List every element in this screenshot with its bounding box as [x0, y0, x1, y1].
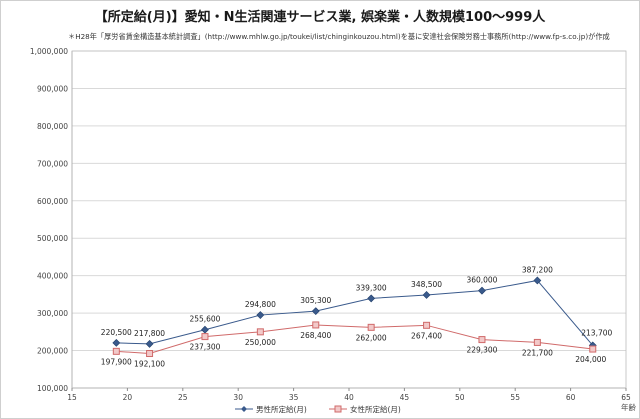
male-data-label: 360,000 [466, 276, 497, 285]
female-data-point [423, 321, 431, 329]
x-tick-label: 25 [178, 393, 188, 402]
y-tick-label: 500,000 [37, 234, 68, 243]
x-tick-label: 35 [289, 393, 299, 402]
y-tick-label: 800,000 [37, 122, 68, 131]
female-data-label: 267,400 [411, 331, 442, 340]
y-tick-label: 400,000 [37, 272, 68, 281]
male-data-label: 220,500 [101, 328, 132, 337]
female-data-point [312, 321, 320, 329]
male-data-point [478, 286, 486, 295]
axes: 100,000 200,000 300,000 400,000 500,000 600,0… [30, 47, 637, 412]
series-layer [112, 276, 597, 358]
legend-male-marker [241, 406, 247, 412]
legend-female-marker [334, 405, 342, 413]
male-series-line [116, 279, 594, 346]
male-data-label: 387,200 [522, 265, 553, 274]
female-series-line [116, 324, 593, 355]
female-data-point [256, 328, 264, 336]
female-data-point [589, 345, 597, 353]
legend: 男性所定給(月) 女性所定給(月) [235, 404, 401, 414]
male-data-point [422, 291, 431, 299]
grid-lines [72, 50, 626, 352]
female-data-point [367, 323, 375, 331]
legend-male-label: 男性所定給(月) [256, 404, 307, 414]
y-tick-label: 600,000 [37, 197, 68, 206]
y-tick-label: 100,000 [37, 384, 68, 393]
female-data-label: 197,900 [101, 357, 132, 366]
chart-title: 【所定給(月)】愛知・N生活関連サービス業, 娯楽業・人数規模100～999人 [94, 10, 546, 25]
female-data-label: 192,100 [134, 360, 165, 369]
female-data-point [478, 336, 486, 344]
female-data-label: 221,700 [522, 348, 553, 357]
male-data-point [311, 307, 320, 316]
x-tick-label: 15 [67, 393, 77, 402]
x-tick-label: 45 [400, 393, 410, 402]
female-data-label: 204,000 [575, 355, 606, 364]
female-data-point [533, 338, 541, 346]
male-data-point [533, 276, 542, 285]
chart-subtitle: ＊H28年「厚労省賃金構造基本統計調査」(http://www.mhlw.go.… [68, 32, 610, 41]
y-tick-label: 200,000 [37, 347, 68, 356]
male-data-label: 255,600 [189, 315, 220, 324]
male-data-point [256, 311, 265, 319]
male-data-point [112, 338, 121, 347]
female-data-label: 237,300 [189, 343, 220, 352]
x-tick-label: 40 [344, 393, 354, 402]
female-data-label: 229,300 [466, 346, 497, 355]
female-data-point [146, 350, 154, 358]
male-data-label: 217,800 [134, 329, 165, 338]
female-data-label: 262,000 [356, 333, 387, 342]
female-data-point [201, 333, 209, 341]
male-data-label: 348,500 [411, 280, 442, 289]
x-tick-label: 65 [621, 393, 631, 402]
y-tick-label: 900,000 [37, 84, 68, 93]
male-data-label: 305,300 [300, 296, 331, 305]
legend-female-label: 女性所定給(月) [350, 404, 401, 414]
male-data-label: 294,800 [245, 300, 276, 309]
x-tick-label: 55 [510, 393, 520, 402]
x-tick-label: 50 [455, 393, 465, 402]
x-tick-label: 30 [233, 393, 243, 402]
y-tick-label: 700,000 [37, 159, 68, 168]
male-data-point [201, 325, 209, 334]
male-data-point [145, 339, 154, 348]
male-data-label: 213,700 [581, 328, 612, 337]
male-data-label: 339,300 [356, 283, 387, 292]
x-axis-label: 年齢 [621, 402, 636, 412]
female-data-point [112, 347, 120, 355]
y-tick-label: 1,000,000 [30, 47, 68, 56]
female-data-label: 250,000 [245, 338, 276, 347]
y-tick-label: 300,000 [37, 309, 68, 318]
female-data-label: 268,400 [300, 331, 331, 340]
x-tick-label: 20 [123, 393, 133, 402]
male-data-point [367, 294, 376, 303]
x-tick-label: 60 [566, 393, 576, 402]
data-labels: 220,500 217,800 255,600 294,800 305,300 339,3… [101, 265, 613, 368]
